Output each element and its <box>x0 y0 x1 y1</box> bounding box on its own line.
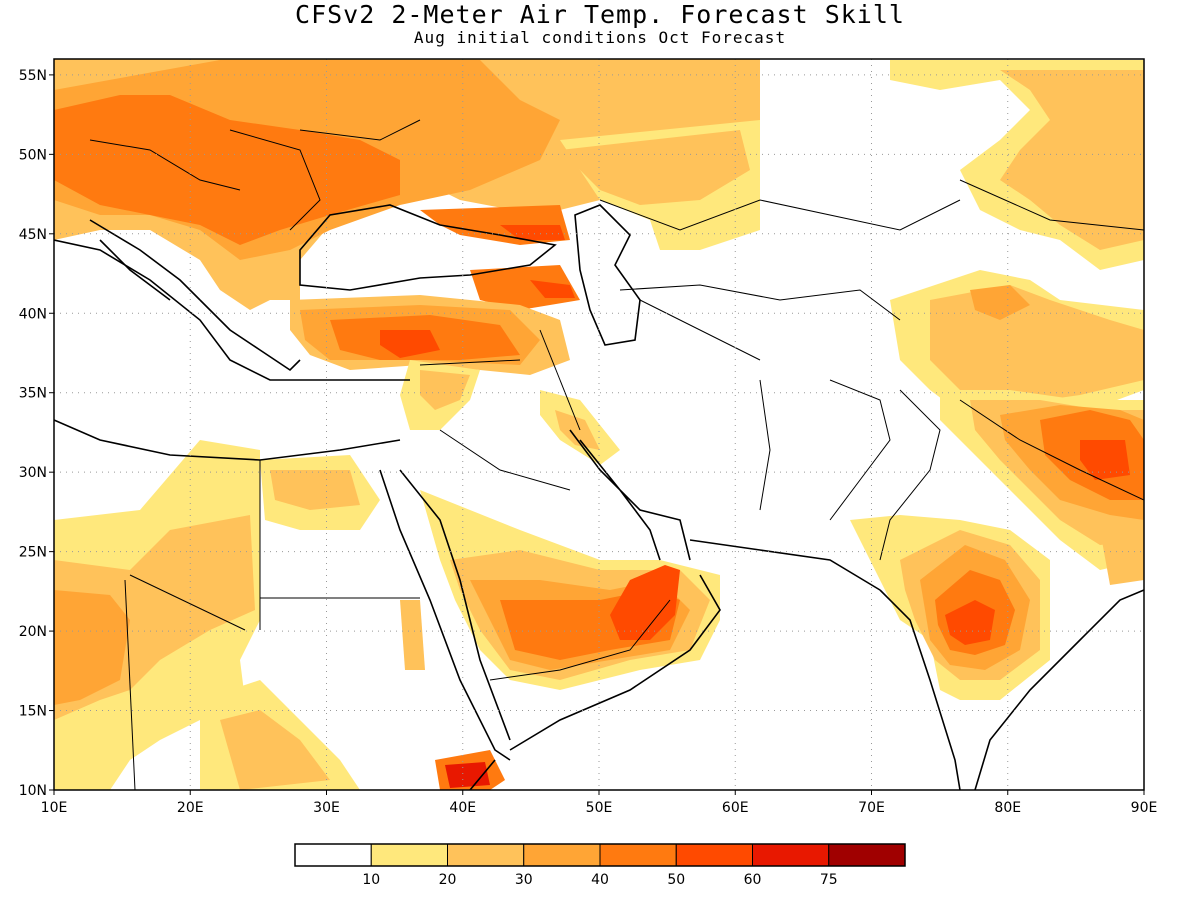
border-afghanistan-pakistan <box>829 379 891 521</box>
legend-label: 75 <box>820 872 838 888</box>
border-iran-afghanistan <box>759 379 771 511</box>
skill-region-red-sea-west <box>400 600 425 670</box>
india-east-coast <box>974 589 1144 790</box>
x-tick-label: 40E <box>449 800 476 816</box>
aegean-coast <box>199 299 301 372</box>
arabia-south-coast <box>509 574 721 751</box>
skill-region-eastern-europe-core <box>500 225 565 240</box>
y-tick-label: 25N <box>19 545 47 561</box>
caspian-coast <box>574 204 641 346</box>
border-turkey-syria <box>419 359 521 366</box>
x-axis: 10E 20E 30E 40E 50E 60E 70E 80E 90E <box>41 790 1158 816</box>
legend-swatch <box>370 843 448 867</box>
skill-region-yemen-coast-core <box>445 762 490 788</box>
border-pakistan-india <box>879 389 941 561</box>
legend-swatch <box>523 843 601 867</box>
legend-label: 60 <box>744 872 762 888</box>
skill-region-bangladesh <box>1100 520 1144 585</box>
border-saudi-yemen <box>489 599 671 681</box>
border-saudi-iraq <box>439 429 571 491</box>
y-tick-label: 40N <box>19 306 47 322</box>
skill-region-tibet-max-core <box>1080 440 1130 480</box>
y-tick-label: 10N <box>19 783 47 799</box>
y-tick-label: 15N <box>19 704 47 720</box>
mediterranean-south-coast <box>54 419 401 461</box>
india-west-coast <box>879 589 961 790</box>
coastlines <box>54 204 1144 790</box>
border-iran-iraq <box>539 329 581 431</box>
legend-label: 50 <box>667 872 685 888</box>
legend-swatch <box>675 843 753 867</box>
skill-region-central-asia-core <box>930 285 1144 405</box>
border-turkmenistan-uzbekistan <box>639 299 761 361</box>
legend-swatch <box>599 843 677 867</box>
skill-region-india-max-core <box>945 600 995 645</box>
legend-swatch <box>294 843 372 867</box>
x-tick-label: 10E <box>41 800 68 816</box>
legend-label: 20 <box>439 872 457 888</box>
x-tick-label: 60E <box>722 800 749 816</box>
skill-region-siberia-core <box>1000 70 1144 250</box>
iran-pakistan-coast <box>689 539 881 591</box>
border-kazakhstan-south <box>619 284 901 321</box>
y-axis: 10N 15N 20N 25N 30N 35N 40N 45N 50N 55N <box>19 68 54 799</box>
legend-label: 40 <box>591 872 609 888</box>
black-sea-coast <box>299 204 557 291</box>
skill-region-oman <box>610 565 680 640</box>
chart-title: CFSv2 2-Meter Air Temp. Forecast Skill <box>295 0 905 29</box>
skill-region-sudan-core <box>220 710 330 790</box>
skill-field <box>54 59 1144 790</box>
x-tick-label: 90E <box>1131 800 1158 816</box>
border-niger-chad <box>124 579 136 790</box>
border-kazakhstan-russia <box>599 199 961 231</box>
x-tick-label: 20E <box>177 800 204 816</box>
skill-region-caucasus-core <box>530 280 575 298</box>
legend-label: 30 <box>515 872 533 888</box>
country-borders <box>89 119 1144 790</box>
legend-label: 10 <box>362 872 380 888</box>
y-tick-label: 50N <box>19 147 47 163</box>
skill-region-central-asia-peak <box>970 285 1030 320</box>
red-sea-coast <box>379 469 511 761</box>
chart-subtitle: Aug initial conditions Oct Forecast <box>413 28 787 47</box>
border-europe-ukraine <box>229 129 321 231</box>
border-belarus <box>299 119 421 141</box>
legend-swatch <box>828 843 906 867</box>
border-china-india <box>959 399 1144 501</box>
border-china-mongolia <box>959 179 1144 231</box>
adriatic-coast <box>89 219 201 301</box>
skill-region-iraq-core <box>555 410 600 450</box>
color-legend: 10 20 30 40 50 60 75 <box>294 843 906 888</box>
skill-region-levant-core <box>420 370 470 410</box>
legend-swatch <box>447 843 525 867</box>
x-tick-label: 50E <box>586 800 613 816</box>
horn-of-africa-coast <box>469 759 496 790</box>
skill-region-central-europe <box>54 95 400 245</box>
x-tick-label: 80E <box>994 800 1021 816</box>
y-tick-label: 20N <box>19 624 47 640</box>
skill-region-north-africa-peak <box>54 590 130 705</box>
y-tick-label: 45N <box>19 227 47 243</box>
skill-region-caucasus <box>470 265 580 310</box>
legend-swatch <box>752 843 830 867</box>
mediterranean-north-coast <box>54 239 410 381</box>
x-tick-label: 70E <box>858 800 885 816</box>
skill-region-egypt-core <box>270 470 360 510</box>
border-europe-west <box>89 139 241 191</box>
y-tick-label: 55N <box>19 68 47 84</box>
legend-frame <box>294 843 906 867</box>
border-libya-chad <box>129 574 246 631</box>
x-tick-label: 30E <box>313 800 340 816</box>
y-tick-label: 35N <box>19 386 47 402</box>
y-tick-label: 30N <box>19 465 47 481</box>
skill-region-kazakh-north-core <box>560 130 750 205</box>
persian-gulf-coast <box>569 429 691 561</box>
skill-region-anatolia-max <box>380 330 440 358</box>
